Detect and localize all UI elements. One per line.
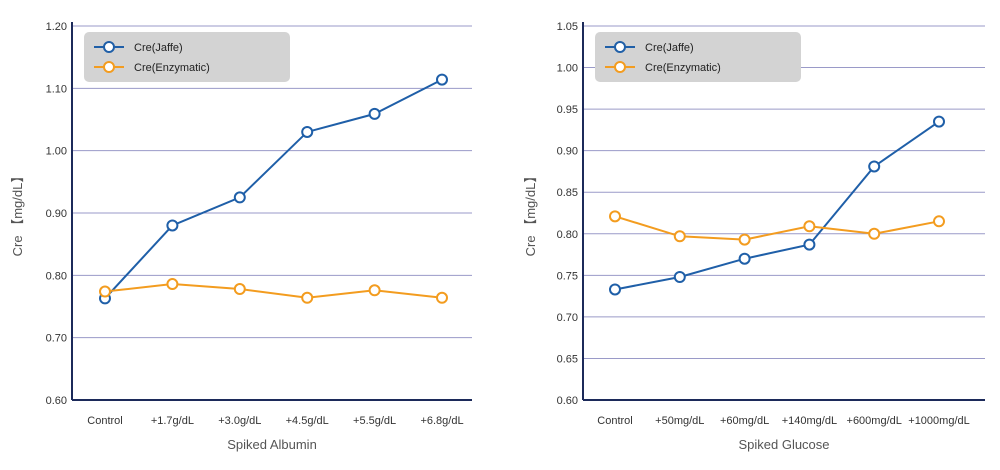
data-point-jaffe — [166, 219, 179, 232]
data-point-jaffe — [803, 238, 816, 251]
y-tick-label: 0.95 — [557, 104, 578, 116]
y-tick-label: 0.80 — [46, 270, 67, 282]
legend-box — [595, 32, 801, 82]
data-point-jaffe — [933, 115, 945, 128]
data-point-jaffe — [301, 125, 314, 138]
y-tick-label: 0.80 — [557, 229, 578, 241]
series-line-enzymatic — [104, 283, 443, 299]
x-tick-label: Control — [597, 415, 632, 427]
data-point-jaffe — [368, 107, 381, 120]
x-tick-label: +6.8g/dL — [420, 415, 463, 427]
legend-swatch-marker — [614, 41, 626, 53]
data-point-jaffe — [436, 73, 448, 86]
x-tick-label: +600mg/dL — [847, 415, 902, 427]
data-point-enzymatic — [609, 210, 621, 223]
data-point-jaffe — [868, 160, 881, 173]
y-tick-label: 0.70 — [46, 333, 67, 345]
y-tick-label: 0.75 — [557, 270, 578, 282]
data-point-enzymatic — [803, 220, 816, 233]
data-point-enzymatic — [233, 283, 246, 296]
x-axis-title: Spiked Glucose — [738, 437, 829, 452]
data-point-enzymatic — [738, 233, 751, 246]
legend: Cre(Jaffe) Cre(Enzymatic) — [84, 32, 290, 82]
data-point-jaffe — [233, 191, 246, 204]
glucose-chart: 0.60 0.65 0.70 0.75 0.80 0.85 0.90 0.95 1.00 1.05… — [523, 21, 985, 452]
legend: Cre(Jaffe) Cre(Enzymatic) — [595, 32, 801, 82]
legend-swatch-marker — [103, 41, 115, 53]
x-tick-label: +3.0g/dL — [218, 415, 261, 427]
data-point-enzymatic — [436, 291, 448, 304]
legend-box — [84, 32, 290, 82]
y-tick-label: 0.70 — [557, 312, 578, 324]
x-tick-label: +1000mg/dL — [908, 415, 969, 427]
x-tick-label: +60mg/dL — [720, 415, 769, 427]
series-line-enzymatic — [614, 215, 940, 241]
data-point-enzymatic — [99, 285, 111, 298]
data-point-enzymatic — [368, 284, 381, 297]
y-tick-label: 1.00 — [46, 146, 67, 158]
legend-label: Cre(Jaffe) — [645, 42, 694, 54]
x-tick-label: +50mg/dL — [655, 415, 704, 427]
y-tick-label: 1.05 — [557, 21, 578, 33]
legend-label: Cre(Enzymatic) — [134, 62, 210, 74]
x-tick-label: +140mg/dL — [782, 415, 837, 427]
data-point-enzymatic — [933, 215, 945, 228]
albumin-chart: 0.60 0.70 0.80 0.90 1.00 1.10 1.20 Control +1.7g… — [10, 21, 472, 452]
data-point-jaffe — [673, 270, 686, 283]
data-point-jaffe — [738, 252, 751, 265]
legend-swatch-marker — [103, 61, 115, 73]
series-line-jaffe — [104, 78, 443, 300]
x-tick-label: Control — [87, 415, 122, 427]
y-tick-label: 1.20 — [46, 21, 67, 33]
data-point-enzymatic — [868, 227, 881, 240]
y-tick-label: 0.90 — [46, 208, 67, 220]
y-axis-title: Cre 【mg/dL】 — [10, 170, 25, 257]
y-tick-label: 0.60 — [46, 395, 67, 407]
y-tick-label: 0.60 — [557, 395, 578, 407]
data-point-enzymatic — [673, 230, 686, 243]
y-axis-title: Cre 【mg/dL】 — [523, 170, 538, 257]
y-tick-label: 1.10 — [46, 83, 67, 95]
x-tick-label: +5.5g/dL — [353, 415, 396, 427]
legend-label: Cre(Jaffe) — [134, 42, 183, 54]
legend-swatch-marker — [614, 61, 626, 73]
data-point-enzymatic — [301, 291, 314, 304]
data-point-jaffe — [609, 283, 621, 296]
x-tick-label: +4.5g/dL — [286, 415, 329, 427]
x-tick-label: +1.7g/dL — [151, 415, 194, 427]
y-tick-label: 1.00 — [557, 63, 578, 75]
data-point-enzymatic — [166, 278, 179, 291]
legend-label: Cre(Enzymatic) — [645, 62, 721, 74]
series-line-jaffe — [614, 120, 940, 291]
y-tick-label: 0.90 — [557, 146, 578, 158]
y-tick-label: 0.85 — [557, 187, 578, 199]
y-tick-label: 0.65 — [557, 353, 578, 365]
x-axis-title: Spiked Albumin — [227, 437, 317, 452]
